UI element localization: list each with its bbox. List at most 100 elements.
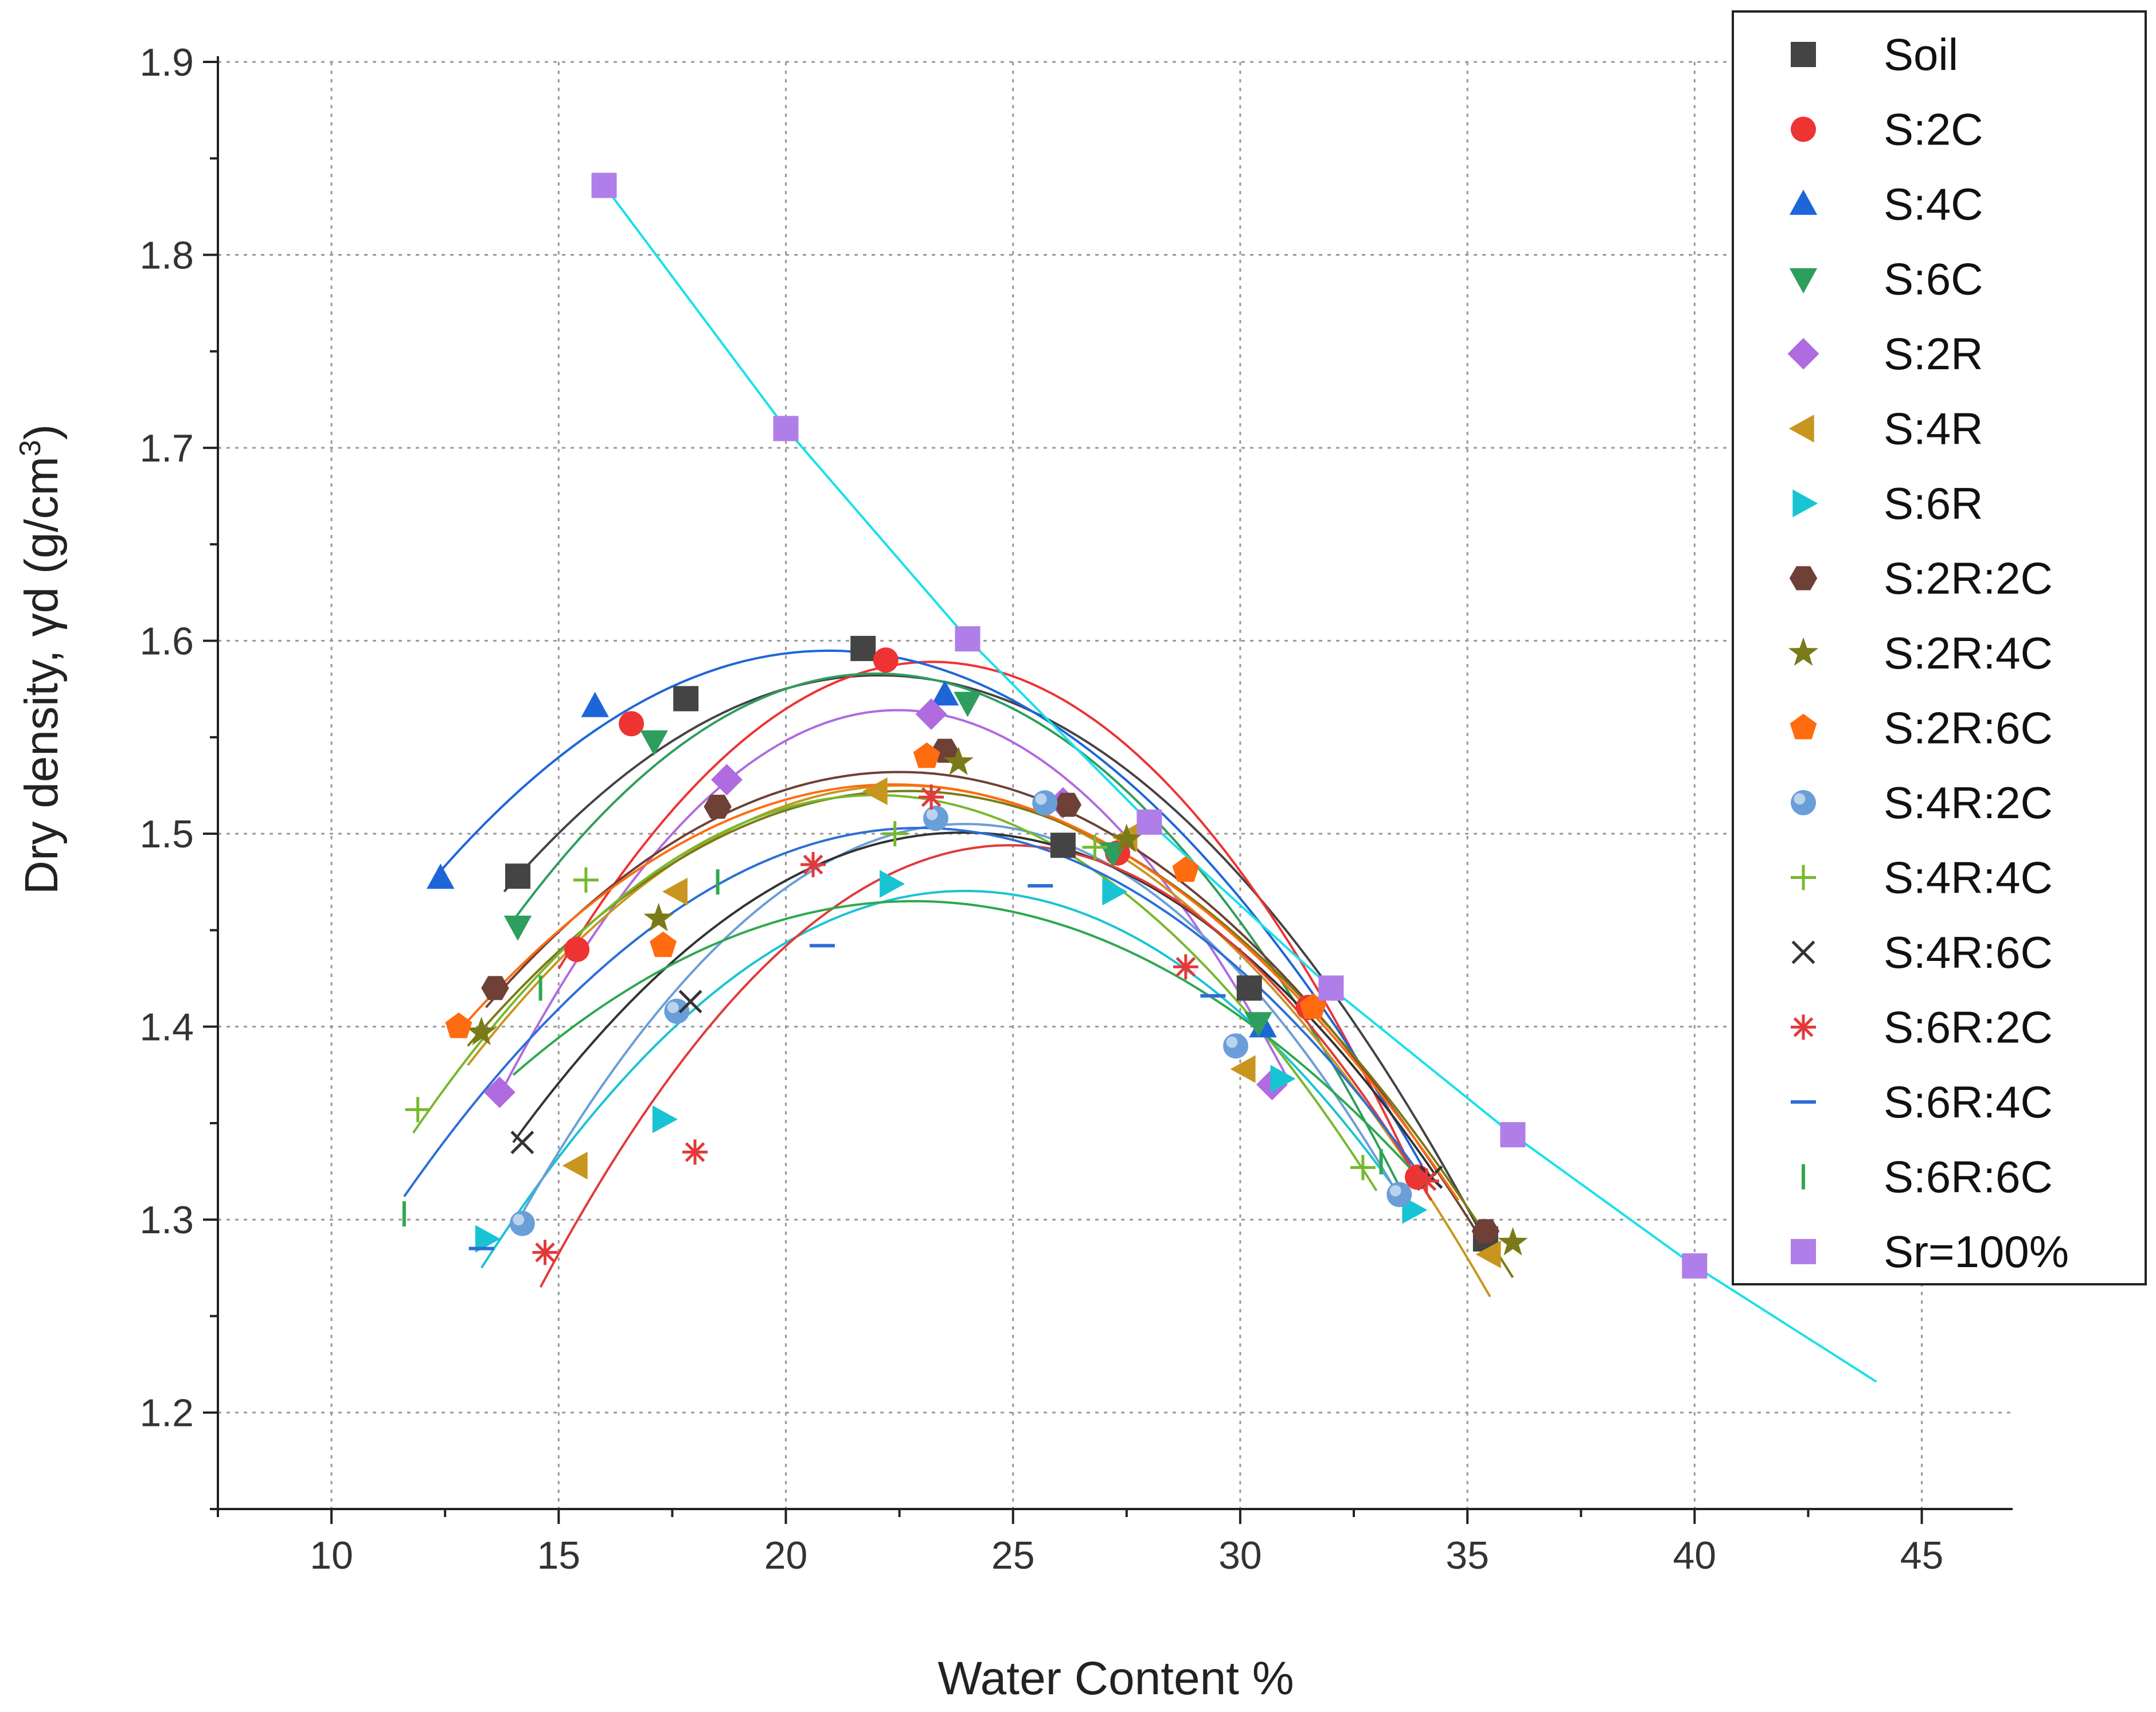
legend-label-soil: Soil <box>1884 29 1958 80</box>
point-s-4r-4c <box>1350 1155 1376 1181</box>
point-s-2r-4c <box>1498 1227 1528 1256</box>
legend-label-s-6r-2c: S:6R:2C <box>1884 1002 2053 1053</box>
x-tick-label: 20 <box>764 1534 808 1577</box>
legend-marker-s-4r-6c <box>1791 940 1815 964</box>
point-sr-100pct <box>1136 809 1162 835</box>
legend-marker-s-6r-2c <box>1791 1014 1816 1040</box>
point-s-2r <box>915 698 947 730</box>
point-soil <box>505 863 530 889</box>
point-s-2c <box>564 937 589 963</box>
point-sr-100pct <box>1500 1122 1526 1148</box>
y-tick-label: 1.2 <box>139 1392 194 1435</box>
fit-curve-s-6c <box>512 672 1409 1205</box>
point-s-6c <box>503 915 532 941</box>
point-s-4r-4c <box>1082 834 1108 860</box>
point-s-2r-6c <box>913 742 940 768</box>
fit-curve-s-2r <box>503 709 1287 1087</box>
point-s-2r-4c <box>466 1017 497 1045</box>
x-tick-label: 40 <box>1673 1534 1716 1577</box>
legend-marker-s-4r-2c <box>1791 790 1816 815</box>
legend-label-s-4r: S:4R <box>1884 404 1983 454</box>
legend-label-s-4r-2c: S:4R:2C <box>1884 777 2053 828</box>
legend-marker-s-2r <box>1787 338 1819 370</box>
y-axis-title-superscript: 3 <box>14 440 47 456</box>
legend-marker-s-6c <box>1789 268 1818 294</box>
y-tick-label: 1.7 <box>139 427 194 470</box>
y-tick-label: 1.9 <box>139 41 194 84</box>
legend-marker-s-4c <box>1789 189 1818 215</box>
point-soil <box>1236 975 1262 1001</box>
y-axis-title-main: Dry density, γd (g/cm <box>15 456 68 894</box>
y-tick-label: 1.6 <box>139 620 194 663</box>
point-s-4r-2c <box>1386 1182 1412 1207</box>
point-s-6r-2c <box>682 1139 708 1165</box>
fit-curve-s-2c <box>557 660 1419 1182</box>
legend-label-s-2r: S:2R <box>1884 329 1983 379</box>
legend-marker-s-4r <box>1788 415 1814 443</box>
point-s-4c <box>581 691 609 717</box>
legend-marker-s-2c <box>1791 116 1816 142</box>
legend-label-s-6c: S:6C <box>1884 254 1983 304</box>
point-s-6r-2c <box>1173 954 1198 980</box>
point-s-6r <box>1270 1065 1296 1093</box>
fit-curve-soil <box>503 674 1482 1234</box>
fit-curve-s-2r-6c <box>453 783 1459 1201</box>
point-s-6c <box>954 691 982 717</box>
point-s-4r-2c <box>509 1210 535 1236</box>
point-s-6r <box>1102 877 1128 906</box>
point-s-2c <box>873 647 899 673</box>
point-s-6c <box>1244 1012 1272 1038</box>
fit-curve-s-2r-4c <box>467 789 1514 1279</box>
y-tick-label: 1.4 <box>139 1006 194 1049</box>
point-s-6r-2c <box>919 784 944 810</box>
point-s-6r-2c <box>532 1240 558 1265</box>
legend-marker-s-4r-4c <box>1791 865 1816 890</box>
legend-label-s-2r-2c: S:2R:2C <box>1884 553 2053 604</box>
y-tick-label: 1.8 <box>139 234 194 277</box>
point-s-4r-2c <box>1222 1033 1248 1059</box>
point-s-4r-2c <box>1032 790 1058 816</box>
legend-label-s-2c: S:2C <box>1884 104 1983 155</box>
point-soil <box>850 636 876 662</box>
legend-marker-s-6r <box>1792 489 1818 518</box>
legend-label-s-4r-6c: S:4R:6C <box>1884 927 2053 978</box>
x-tick-label: 45 <box>1900 1534 1944 1577</box>
point-s-2r-6c <box>650 931 677 957</box>
legend-label-s-4c: S:4C <box>1884 179 1983 229</box>
point-s-2r-4c <box>643 902 674 932</box>
point-s-4r <box>1230 1055 1256 1083</box>
axes: 10 15 20 25 30 35 40 45 1.2 1.3 1.4 1.5 1.6 1.7 1.8 1.9 <box>139 41 2013 1577</box>
point-s-2r-2c <box>481 976 509 1000</box>
point-s-4r-6c <box>510 1131 534 1155</box>
legend-label-s-4r-4c: S:4R:4C <box>1884 853 2053 903</box>
point-s-4r-2c <box>664 998 690 1024</box>
fit-curve-s-6r-6c <box>512 900 1423 1182</box>
point-s-4c <box>427 863 455 889</box>
legend-marker-s-2r-2c <box>1789 566 1818 591</box>
point-s-4r-4c <box>882 821 908 847</box>
point-s-4c <box>931 680 959 706</box>
data-markers <box>402 173 1708 1279</box>
point-s-2c <box>619 711 645 737</box>
point-s-6r <box>880 870 905 898</box>
point-s-6r <box>475 1225 501 1253</box>
point-s-2r-4c <box>1111 823 1142 853</box>
point-s-6r-2c <box>800 851 826 877</box>
x-tick-label: 10 <box>310 1534 353 1577</box>
point-sr-100pct <box>1318 975 1344 1001</box>
legend-label-sr-100pct: Sr=100% <box>1884 1226 2069 1277</box>
point-s-6c <box>640 730 668 756</box>
point-sr-100pct <box>955 626 981 652</box>
y-tick-label: 1.3 <box>139 1198 194 1242</box>
point-s-4r <box>562 1151 588 1180</box>
point-s-2r <box>483 1076 515 1108</box>
point-soil <box>673 686 699 712</box>
point-s-2r-2c <box>1053 792 1081 817</box>
point-s-4r-4c <box>405 1097 431 1123</box>
legend-label-s-6r: S:6R <box>1884 478 1983 529</box>
x-tick-label: 15 <box>537 1534 580 1577</box>
legend-marker-s-2r-4c <box>1788 637 1819 666</box>
point-sr-100pct <box>1682 1253 1708 1279</box>
